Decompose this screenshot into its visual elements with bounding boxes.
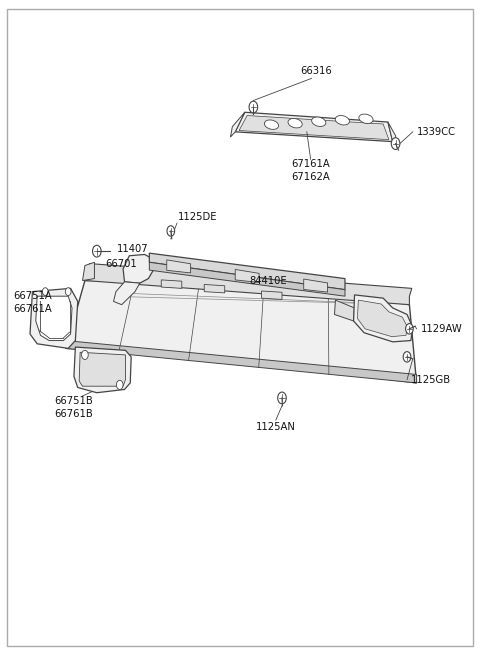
Text: 1125AN: 1125AN [256, 422, 296, 432]
Circle shape [42, 288, 48, 295]
Polygon shape [149, 253, 345, 290]
Polygon shape [235, 112, 393, 141]
Polygon shape [304, 279, 327, 292]
Polygon shape [354, 295, 413, 342]
Text: 66761B: 66761B [55, 409, 93, 419]
Polygon shape [204, 284, 225, 293]
Polygon shape [85, 263, 412, 305]
Polygon shape [388, 122, 396, 146]
Text: 67161A: 67161A [291, 159, 330, 169]
Circle shape [82, 350, 88, 360]
Circle shape [278, 392, 286, 404]
Text: 66751A: 66751A [13, 291, 52, 301]
Polygon shape [30, 288, 78, 348]
Ellipse shape [335, 115, 349, 125]
Polygon shape [230, 112, 245, 137]
Circle shape [406, 324, 413, 334]
Polygon shape [358, 300, 407, 337]
Polygon shape [235, 269, 259, 282]
Text: 66316: 66316 [300, 66, 332, 77]
Polygon shape [114, 282, 140, 305]
Text: 66751B: 66751B [55, 396, 93, 406]
Circle shape [167, 226, 175, 236]
Polygon shape [161, 280, 182, 288]
Ellipse shape [264, 120, 278, 130]
Circle shape [249, 101, 258, 113]
Polygon shape [239, 115, 389, 140]
Polygon shape [36, 296, 72, 341]
Text: 1339CC: 1339CC [417, 127, 456, 137]
Polygon shape [167, 260, 191, 273]
Text: 1125GB: 1125GB [411, 375, 451, 384]
Text: 66761A: 66761A [13, 304, 52, 314]
Ellipse shape [312, 117, 326, 126]
Polygon shape [74, 347, 131, 393]
Circle shape [116, 381, 123, 390]
Polygon shape [123, 254, 154, 283]
Polygon shape [83, 262, 95, 280]
Polygon shape [79, 352, 125, 386]
Text: 66701: 66701 [106, 259, 137, 269]
Polygon shape [66, 280, 417, 383]
Text: 1129AW: 1129AW [420, 324, 462, 334]
Circle shape [391, 138, 400, 149]
Ellipse shape [359, 114, 373, 124]
Circle shape [65, 288, 71, 295]
Text: 67162A: 67162A [291, 172, 330, 182]
Text: 1125DE: 1125DE [178, 212, 217, 222]
Polygon shape [335, 300, 355, 321]
Text: 84410E: 84410E [250, 276, 287, 286]
Text: 11407: 11407 [117, 244, 148, 254]
Polygon shape [262, 291, 282, 299]
Polygon shape [149, 262, 345, 296]
Ellipse shape [288, 119, 302, 128]
Circle shape [403, 352, 411, 362]
Polygon shape [66, 341, 417, 383]
Circle shape [93, 246, 101, 257]
